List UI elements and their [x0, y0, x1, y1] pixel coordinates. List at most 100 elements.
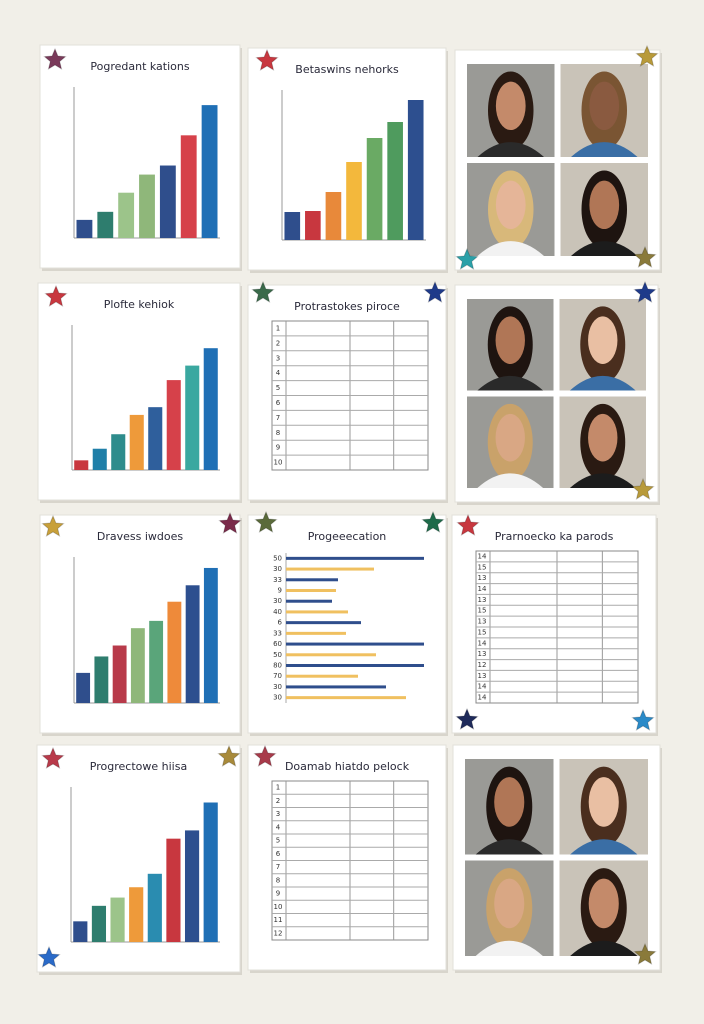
row-label: 30	[273, 683, 282, 691]
star-sticker	[43, 47, 67, 70]
photo-face	[588, 413, 618, 462]
panel-title: Betaswins nehorks	[295, 63, 399, 76]
row-label: 8	[276, 429, 280, 437]
row-label: 11	[274, 916, 283, 924]
row-label: 5	[276, 837, 280, 845]
photo-face	[494, 878, 525, 929]
bar	[286, 621, 361, 625]
photo-body	[571, 142, 638, 157]
panel-title: Dravess iwdoes	[97, 530, 184, 543]
row-label: 15	[478, 563, 487, 571]
bar	[201, 105, 218, 239]
row-label: 9	[276, 890, 280, 898]
panel: Pogredant kations	[39, 44, 242, 271]
row-label: 50	[273, 554, 282, 562]
bar	[286, 664, 424, 667]
photo-face	[495, 180, 526, 230]
bar	[387, 122, 403, 240]
row-label: 6	[278, 619, 283, 627]
row-label: 70	[273, 672, 282, 680]
panel: Protrastokes piroce 1 2 3 4 5 6 7 8 9 10	[247, 284, 448, 503]
row-label: 14	[478, 585, 487, 593]
photo-face	[494, 777, 525, 827]
panel	[454, 49, 662, 273]
row-label: 9	[276, 444, 280, 452]
row-label: 8	[276, 876, 280, 884]
panel-title: Progrectowe hiisa	[90, 760, 187, 773]
bar	[92, 448, 107, 470]
row-label: 3	[276, 810, 280, 818]
photo-body	[570, 940, 638, 956]
panel: Plofte kehiok	[37, 282, 242, 503]
photo-body	[477, 473, 544, 488]
row-label: 13	[478, 618, 487, 626]
bar	[366, 138, 383, 240]
photo-face	[495, 316, 525, 364]
row-label: 33	[273, 629, 282, 637]
photo-face	[589, 81, 620, 131]
row-label: 6	[276, 850, 281, 858]
panel	[454, 284, 660, 505]
bar	[286, 685, 386, 689]
bar	[159, 165, 176, 238]
row-label: 50	[273, 651, 282, 659]
bar	[76, 672, 91, 703]
bar	[407, 100, 424, 240]
bar	[149, 620, 164, 703]
photo-body	[475, 839, 543, 855]
bar	[129, 887, 144, 942]
bar	[111, 434, 126, 470]
photo-face	[495, 413, 525, 462]
star-sticker	[254, 510, 278, 533]
bar	[325, 192, 342, 240]
star-sticker	[41, 746, 65, 769]
bar	[286, 578, 338, 582]
bar	[112, 645, 127, 703]
star-sticker	[253, 744, 277, 767]
row-label: 14	[478, 683, 487, 691]
bar	[166, 380, 181, 470]
star-sticker	[218, 511, 242, 534]
bar	[286, 556, 424, 560]
row-label: 10	[274, 459, 283, 467]
photo-body	[571, 241, 638, 256]
bar	[284, 212, 301, 240]
bar	[130, 628, 145, 703]
bar	[286, 631, 346, 635]
star-sticker	[633, 245, 657, 268]
row-label: 13	[478, 574, 487, 582]
panel: Betaswins nehorks	[247, 47, 448, 273]
row-label: 5	[276, 384, 280, 392]
bar	[166, 838, 181, 942]
star-sticker	[635, 44, 659, 67]
bar	[180, 135, 197, 238]
bar	[286, 642, 424, 646]
star-sticker	[44, 284, 68, 307]
bar	[110, 897, 125, 942]
bar	[286, 674, 358, 678]
bar	[346, 162, 362, 240]
bar	[185, 585, 200, 703]
row-label: 60	[273, 640, 282, 648]
row-label: 13	[478, 650, 487, 658]
row-label: 30	[273, 694, 282, 702]
bar	[97, 211, 114, 238]
star-sticker	[41, 514, 65, 537]
bar	[74, 460, 89, 470]
bar	[148, 407, 163, 470]
star-sticker	[255, 48, 279, 71]
photo-face	[588, 878, 619, 929]
bar	[139, 174, 155, 238]
panel: Progrectowe hiisa	[36, 744, 242, 975]
bar	[185, 365, 200, 470]
photo-body	[477, 375, 544, 391]
bar	[286, 589, 336, 592]
star-sticker	[423, 280, 447, 303]
star-sticker	[455, 707, 479, 730]
row-label: 3	[276, 354, 280, 362]
bar	[203, 567, 218, 703]
row-label: 2	[276, 797, 280, 805]
